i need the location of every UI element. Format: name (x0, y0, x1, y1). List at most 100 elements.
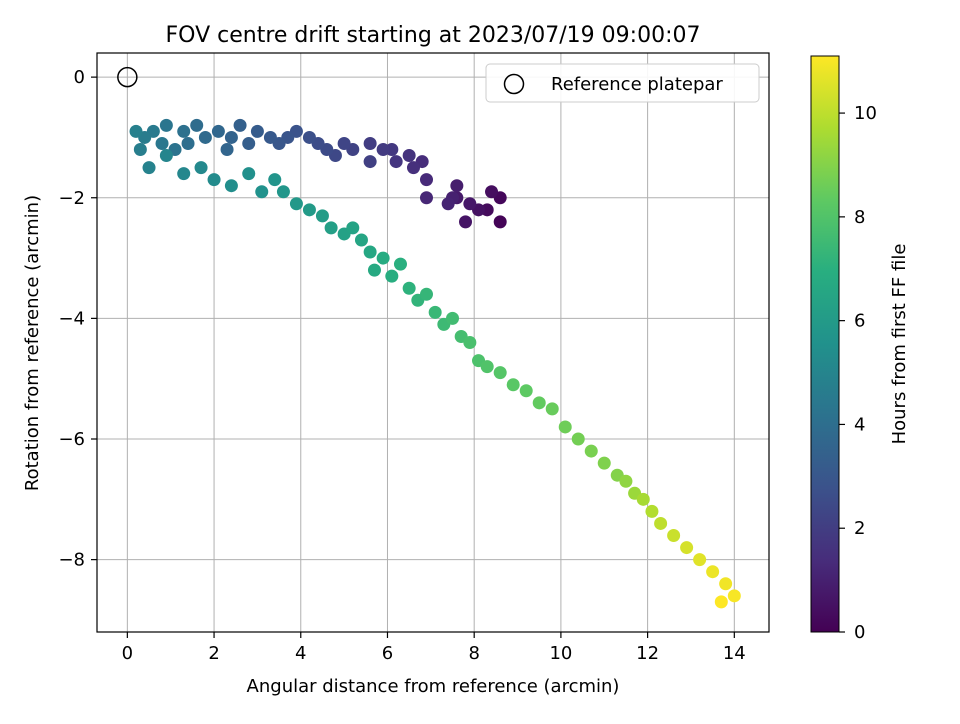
legend-marker-icon (503, 73, 525, 95)
data-point (190, 118, 204, 132)
data-point (220, 143, 234, 156)
data-point (459, 215, 473, 229)
x-tick-label: 6 (382, 643, 393, 664)
data-point (406, 161, 420, 175)
data-point (363, 245, 377, 259)
data-point (129, 124, 143, 138)
data-point (346, 221, 360, 235)
data-point (493, 215, 507, 229)
plot-frame (96, 52, 770, 633)
colorbar-gradient (810, 55, 840, 633)
colorbar-label: Hours from first FF file (889, 244, 910, 445)
data-point (727, 589, 741, 603)
colorbar-tick-label: 10 (854, 103, 877, 124)
data-point (419, 173, 433, 187)
data-point (545, 402, 559, 416)
data-point (302, 130, 316, 144)
colorbar-tick-label: 4 (854, 414, 865, 435)
data-point (367, 263, 381, 277)
data-point (619, 474, 633, 488)
data-point (402, 149, 416, 163)
data-point (493, 366, 507, 380)
y-tick-label: −6 (58, 429, 85, 450)
chart-title: FOV centre drift starting at 2023/07/19 … (166, 23, 701, 48)
data-point (419, 287, 433, 301)
data-point (636, 492, 650, 506)
colorbar-tick-label: 2 (854, 518, 865, 539)
data-point (194, 161, 208, 175)
data-point (337, 136, 351, 150)
data-point (402, 281, 416, 295)
data-point (706, 565, 720, 579)
x-tick-label: 4 (295, 643, 306, 664)
data-point (558, 420, 572, 434)
legend-box (485, 63, 760, 103)
x-tick-label: 8 (468, 643, 479, 664)
data-point (450, 179, 464, 193)
y-axis-ticks: 0 −2 −4 −6 −8 (58, 67, 97, 571)
data-point (667, 529, 681, 542)
data-point (376, 143, 390, 156)
data-point (519, 384, 533, 398)
data-point (363, 136, 377, 150)
data-points (129, 118, 741, 609)
data-point (263, 130, 277, 144)
data-point (289, 197, 303, 211)
colorbar: 0 2 4 6 8 10 Hours from first FF file (810, 55, 910, 643)
data-point (354, 233, 368, 247)
data-point (584, 444, 598, 458)
data-point (250, 124, 264, 138)
data-point (376, 251, 390, 265)
data-point (645, 504, 659, 518)
data-point (242, 136, 256, 150)
colorbar-tick-label: 6 (854, 311, 865, 332)
data-point (480, 360, 494, 374)
data-point (463, 336, 477, 349)
data-point (532, 396, 546, 410)
legend-label: Reference platepar (551, 74, 723, 95)
y-tick-label: 0 (74, 67, 85, 88)
data-point (719, 577, 733, 591)
data-point (268, 173, 282, 187)
data-point (693, 553, 707, 567)
data-point (597, 456, 611, 470)
x-tick-label: 0 (122, 643, 133, 664)
y-tick-label: −4 (58, 308, 85, 329)
x-axis-label: Angular distance from reference (arcmin) (247, 676, 620, 697)
colorbar-tick-label: 8 (854, 207, 865, 228)
data-point (506, 378, 520, 392)
data-point (177, 124, 191, 138)
colorbar-ticks: 0 2 4 6 8 10 (839, 103, 877, 643)
data-point (441, 197, 455, 211)
data-point (302, 203, 316, 217)
data-point (714, 595, 728, 609)
data-point (363, 155, 377, 169)
data-point (224, 179, 238, 193)
x-tick-label: 10 (549, 643, 572, 664)
data-point (255, 185, 269, 199)
data-point (654, 516, 668, 530)
y-tick-label: −8 (58, 550, 85, 571)
data-point (181, 136, 195, 150)
legend: Reference platepar (485, 63, 760, 103)
data-point (211, 124, 225, 138)
reference-marker-layer (117, 66, 138, 88)
data-point (276, 185, 290, 199)
data-point (385, 269, 399, 283)
data-point (680, 541, 694, 555)
data-point (224, 130, 238, 144)
data-point (155, 136, 169, 150)
data-point (324, 221, 338, 235)
data-point (177, 167, 191, 181)
x-axis-ticks: 0 2 4 6 8 10 12 14 (122, 632, 746, 664)
data-point (485, 185, 499, 199)
data-point (198, 130, 212, 144)
x-tick-label: 14 (723, 643, 746, 664)
x-tick-label: 12 (636, 643, 659, 664)
data-point (463, 197, 477, 211)
reference-platepar-marker (117, 66, 138, 88)
data-point (419, 191, 433, 205)
y-axis-label: Rotation from reference (arcmin) (22, 195, 43, 491)
